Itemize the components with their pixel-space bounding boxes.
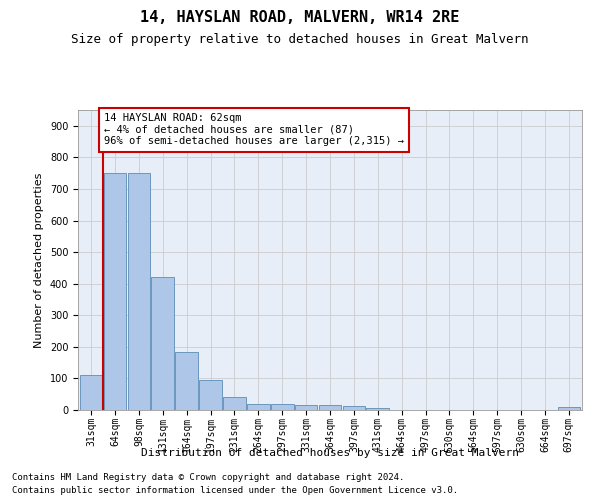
Text: 14 HAYSLAN ROAD: 62sqm
← 4% of detached houses are smaller (87)
96% of semi-deta: 14 HAYSLAN ROAD: 62sqm ← 4% of detached … (104, 113, 404, 146)
Bar (271, 404, 293, 410)
Text: 14, HAYSLAN ROAD, MALVERN, WR14 2RE: 14, HAYSLAN ROAD, MALVERN, WR14 2RE (140, 10, 460, 25)
Bar (367, 408, 389, 410)
Bar (80, 376, 103, 410)
Text: Contains HM Land Registry data © Crown copyright and database right 2024.: Contains HM Land Registry data © Crown c… (12, 474, 404, 482)
Bar (151, 278, 174, 410)
Bar (343, 406, 365, 410)
Bar (175, 352, 198, 410)
Bar (128, 173, 150, 410)
Bar (199, 380, 222, 410)
Bar (295, 404, 317, 410)
Y-axis label: Number of detached properties: Number of detached properties (34, 172, 44, 348)
Text: Size of property relative to detached houses in Great Malvern: Size of property relative to detached ho… (71, 32, 529, 46)
Text: Contains public sector information licensed under the Open Government Licence v3: Contains public sector information licen… (12, 486, 458, 495)
Bar (247, 404, 269, 410)
Bar (104, 173, 127, 410)
Bar (223, 398, 246, 410)
Bar (557, 408, 580, 410)
Text: Distribution of detached houses by size in Great Malvern: Distribution of detached houses by size … (141, 448, 519, 458)
Bar (319, 404, 341, 410)
